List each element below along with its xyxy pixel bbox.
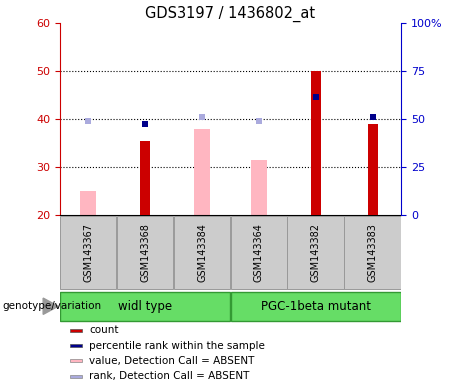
Bar <box>288 216 344 289</box>
Text: GSM143384: GSM143384 <box>197 223 207 282</box>
Bar <box>60 291 230 321</box>
Text: GSM143368: GSM143368 <box>140 223 150 282</box>
Text: percentile rank within the sample: percentile rank within the sample <box>89 341 265 351</box>
Text: widl type: widl type <box>118 300 172 313</box>
Text: GSM143364: GSM143364 <box>254 223 264 282</box>
Bar <box>60 216 117 289</box>
Bar <box>70 375 82 378</box>
Polygon shape <box>43 298 58 314</box>
Bar <box>194 129 210 215</box>
Text: genotype/variation: genotype/variation <box>2 301 101 311</box>
Bar <box>367 124 378 215</box>
Text: value, Detection Call = ABSENT: value, Detection Call = ABSENT <box>89 356 254 366</box>
Bar <box>117 216 173 289</box>
Bar <box>174 216 230 289</box>
Bar <box>344 216 401 289</box>
Text: PGC-1beta mutant: PGC-1beta mutant <box>261 300 371 313</box>
Text: rank, Detection Call = ABSENT: rank, Detection Call = ABSENT <box>89 371 249 381</box>
Bar <box>230 291 401 321</box>
Bar <box>70 329 82 332</box>
Bar <box>140 141 150 215</box>
Bar <box>80 191 96 215</box>
Bar <box>230 216 287 289</box>
Bar <box>311 71 321 215</box>
Bar <box>70 344 82 347</box>
Text: GSM143367: GSM143367 <box>83 223 94 282</box>
Bar <box>251 160 267 215</box>
Text: GSM143382: GSM143382 <box>311 223 321 282</box>
Text: GSM143383: GSM143383 <box>367 223 378 282</box>
Bar <box>70 359 82 362</box>
Text: count: count <box>89 325 118 335</box>
Title: GDS3197 / 1436802_at: GDS3197 / 1436802_at <box>145 5 316 22</box>
